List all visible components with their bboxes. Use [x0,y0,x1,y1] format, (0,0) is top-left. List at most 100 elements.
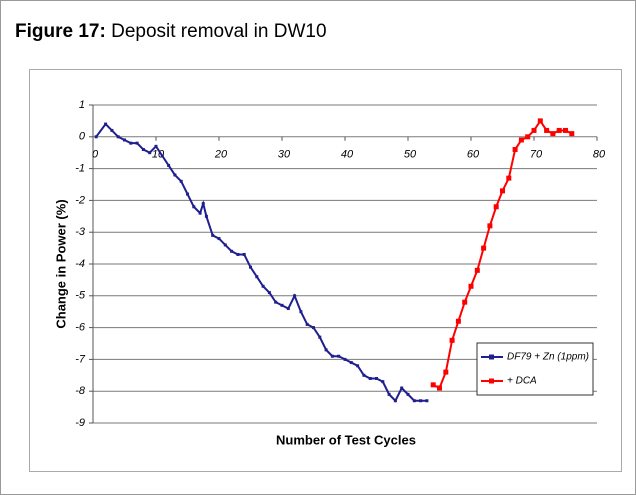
data-point [324,348,328,352]
data-point [274,300,278,304]
data-point [129,141,133,145]
data-point [217,237,221,241]
data-point [337,354,341,358]
data-point [192,205,196,209]
data-point [537,118,543,124]
data-point [343,357,347,361]
data-point [425,399,429,403]
y-tick-label: -3 [75,226,86,238]
data-point [299,310,303,314]
data-point [198,211,202,215]
data-point [474,267,480,273]
data-point [455,318,461,324]
y-tick-label: -6 [75,322,86,334]
y-tick-label: -2 [75,194,85,206]
figure-title: Figure 17: Deposit removal in DW10 [15,21,327,43]
x-tick-label: 40 [341,149,354,161]
data-point [123,138,126,142]
data-point [563,127,568,133]
data-point [449,337,455,343]
data-point [430,382,436,388]
data-point [211,233,215,237]
data-point [293,294,297,298]
data-point [204,214,208,218]
data-point [393,399,397,403]
data-point [544,127,550,133]
data-point [381,380,385,384]
x-tick-label: 70 [530,149,543,161]
data-point [569,131,575,137]
data-point [286,307,290,311]
x-tick-label: 10 [152,149,165,161]
figure-caption: Deposit removal in DW10 [111,21,327,42]
x-tick-label: 0 [92,149,99,161]
y-tick-label: -8 [75,385,86,397]
data-point [230,249,234,253]
data-point [525,134,531,140]
x-tick-label: 80 [593,149,606,161]
x-tick-label: 20 [214,149,228,161]
legend-label: + DCA [507,376,537,387]
data-point [104,122,108,126]
data-point [154,144,158,148]
data-point [362,373,366,377]
data-point [493,204,499,210]
data-point [167,163,171,167]
data-point [512,147,518,153]
x-tick-label: 60 [467,149,480,161]
data-point [437,385,442,391]
y-tick-label: -1 [75,163,85,175]
y-tick-label: 0 [79,131,86,143]
y-tick-label: -7 [75,353,86,365]
data-point [487,223,493,229]
data-point [135,141,139,145]
data-point [305,322,309,326]
data-point [387,392,391,396]
data-point [94,135,98,139]
data-point [419,399,423,403]
legend-marker [489,354,494,360]
x-axis-title: Number of Test Cycles [276,432,416,447]
data-point [236,252,240,256]
data-point [255,275,259,279]
data-point [556,127,562,133]
data-point [179,179,183,183]
data-point [242,252,246,256]
data-point [400,386,404,390]
data-point [462,299,468,305]
data-point [349,361,353,365]
data-point [280,303,284,307]
data-point [312,326,315,330]
data-point [110,128,114,132]
x-tick-label: 30 [278,149,291,161]
data-point [412,399,416,403]
figure-label: Figure 17: [15,21,106,42]
data-point [173,173,177,177]
y-tick-label: -4 [75,258,85,270]
data-point [550,131,556,137]
legend-marker [489,378,494,384]
chart-box [29,69,622,472]
data-point [500,188,505,194]
legend-label: DF79 + Zn (1ppm) [507,352,589,363]
data-point [249,265,252,269]
legend-box [476,342,594,396]
y-axis-title: Change in Power (%) [53,199,68,328]
data-point [406,392,410,396]
y-tick-label: -9 [75,417,85,429]
x-tick-label: 50 [404,149,417,161]
data-point [481,245,487,251]
data-point [356,364,360,368]
data-point [186,192,189,196]
data-point [518,137,524,143]
data-point [261,284,265,288]
y-tick-label: 1 [79,99,85,111]
data-point [141,148,145,152]
data-point [506,175,512,181]
data-point [375,376,378,380]
data-point [531,127,537,133]
data-point [223,243,227,247]
data-point [443,369,449,375]
